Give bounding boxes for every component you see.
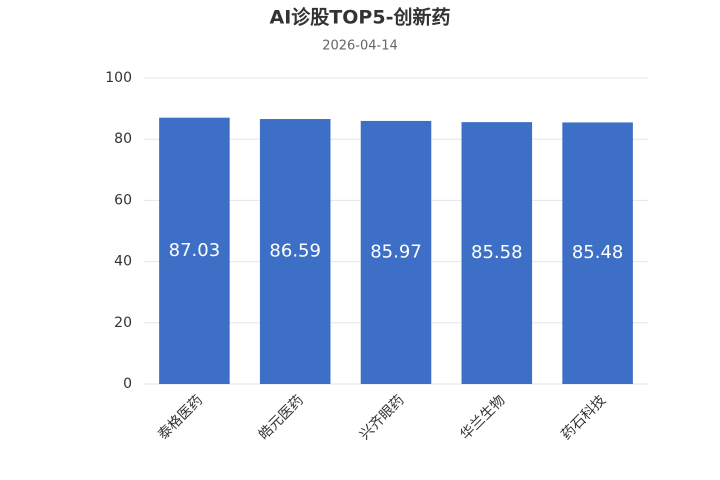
y-tick-label: 0 xyxy=(123,376,132,392)
x-tick-label: 泰格医药 xyxy=(155,392,206,443)
value-label: 85.58 xyxy=(471,242,523,263)
bar xyxy=(159,117,230,384)
value-label: 85.48 xyxy=(572,242,624,263)
x-tick-label: 兴齐眼药 xyxy=(357,392,408,443)
chart-subtitle: 2026-04-14 xyxy=(322,39,398,54)
x-tick-label: 药石科技 xyxy=(558,392,609,443)
bar xyxy=(259,119,331,384)
y-tick-label: 20 xyxy=(114,315,132,331)
bar xyxy=(562,122,633,384)
y-tick-label: 60 xyxy=(114,192,132,208)
x-tick-label: 华兰生物 xyxy=(458,392,509,443)
y-tick-label: 100 xyxy=(105,70,132,86)
chart-title: AI诊股TOP5-创新药 xyxy=(270,6,451,29)
value-label: 85.97 xyxy=(370,241,422,262)
bar xyxy=(461,122,533,385)
bar xyxy=(360,120,432,385)
y-tick-label: 40 xyxy=(114,254,132,270)
y-tick-label: 80 xyxy=(114,131,132,147)
x-tick-label: 皓元医药 xyxy=(256,392,307,443)
value-label: 86.59 xyxy=(269,241,321,262)
value-label: 87.03 xyxy=(169,240,221,261)
